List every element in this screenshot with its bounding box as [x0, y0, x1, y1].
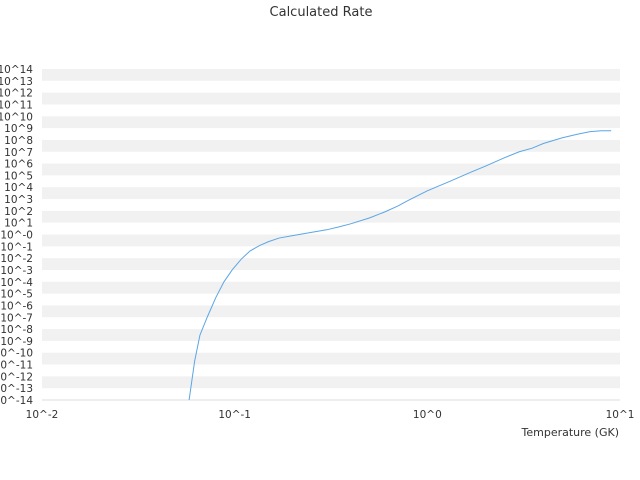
grid-band — [42, 116, 620, 129]
y-tick-label: 10^-5 — [0, 289, 33, 301]
x-tick-label: 10^-1 — [218, 409, 251, 421]
y-tick-label: 10^-6 — [0, 300, 33, 312]
grid-band — [42, 329, 620, 341]
grid-band — [42, 210, 620, 223]
y-tick-label: 10^-11 — [0, 360, 33, 372]
series-layer — [188, 130, 612, 401]
y-tick-label: 10^-4 — [0, 277, 33, 289]
grid-band — [42, 92, 620, 105]
grid-band — [42, 163, 620, 176]
grid-band — [42, 376, 620, 389]
grid-band — [42, 69, 620, 81]
y-tick-label: 10^8 — [4, 135, 33, 147]
y-tick-label: 10^-9 — [0, 336, 33, 348]
y-tick-label: 10^-1 — [0, 241, 33, 253]
grid-band — [42, 258, 620, 270]
x-axis-label: Temperature (GK) — [521, 426, 620, 439]
grid-band — [42, 187, 620, 200]
x-axis-ticks: 10^-2 10^-1 10^0 10^1 — [26, 409, 635, 421]
y-tick-label: 10^6 — [4, 159, 33, 171]
grid-band — [42, 305, 620, 318]
y-tick-label: 10^9 — [4, 123, 33, 135]
y-tick-label: 10^-7 — [0, 312, 33, 324]
grid-band — [42, 352, 620, 365]
y-tick-label: 10^-10 — [0, 348, 33, 360]
x-tick-label: 10^0 — [413, 409, 442, 421]
y-tick-label: 10^13 — [0, 76, 33, 88]
grid-band — [42, 234, 620, 247]
x-tick-label: 10^1 — [606, 409, 635, 421]
y-tick-label: 10^1 — [4, 218, 33, 230]
chart-title: Calculated Rate — [270, 5, 373, 20]
y-tick-label: 10^-2 — [0, 253, 33, 265]
y-tick-label: 10^-14 — [0, 395, 33, 407]
y-tick-label: 10^3 — [4, 194, 33, 206]
y-tick-label: 10^14 — [0, 64, 33, 76]
y-axis-ticks: 10^-1410^-1310^-1210^-1110^-1010^-910^-8… — [0, 64, 33, 407]
y-tick-label: 10^11 — [0, 99, 33, 111]
y-tick-label: 10^7 — [4, 147, 33, 159]
y-tick-label: 10^12 — [0, 88, 33, 100]
y-tick-label: 10^5 — [4, 170, 33, 182]
y-tick-label: 10^4 — [4, 182, 33, 194]
grid-band — [42, 281, 620, 294]
grid-band — [42, 139, 620, 152]
x-tick-label: 10^-2 — [26, 409, 59, 421]
y-tick-label: 10^-13 — [0, 383, 33, 395]
y-tick-label: 10^-8 — [0, 324, 33, 336]
y-tick-label: 10^2 — [4, 206, 33, 218]
y-tick-label: 10^-0 — [0, 230, 33, 242]
y-tick-label: 10^10 — [0, 111, 33, 123]
rate-series-line — [188, 130, 612, 401]
grid-bands — [42, 69, 620, 389]
y-tick-label: 10^-3 — [0, 265, 33, 277]
y-tick-label: 10^-12 — [0, 371, 33, 383]
